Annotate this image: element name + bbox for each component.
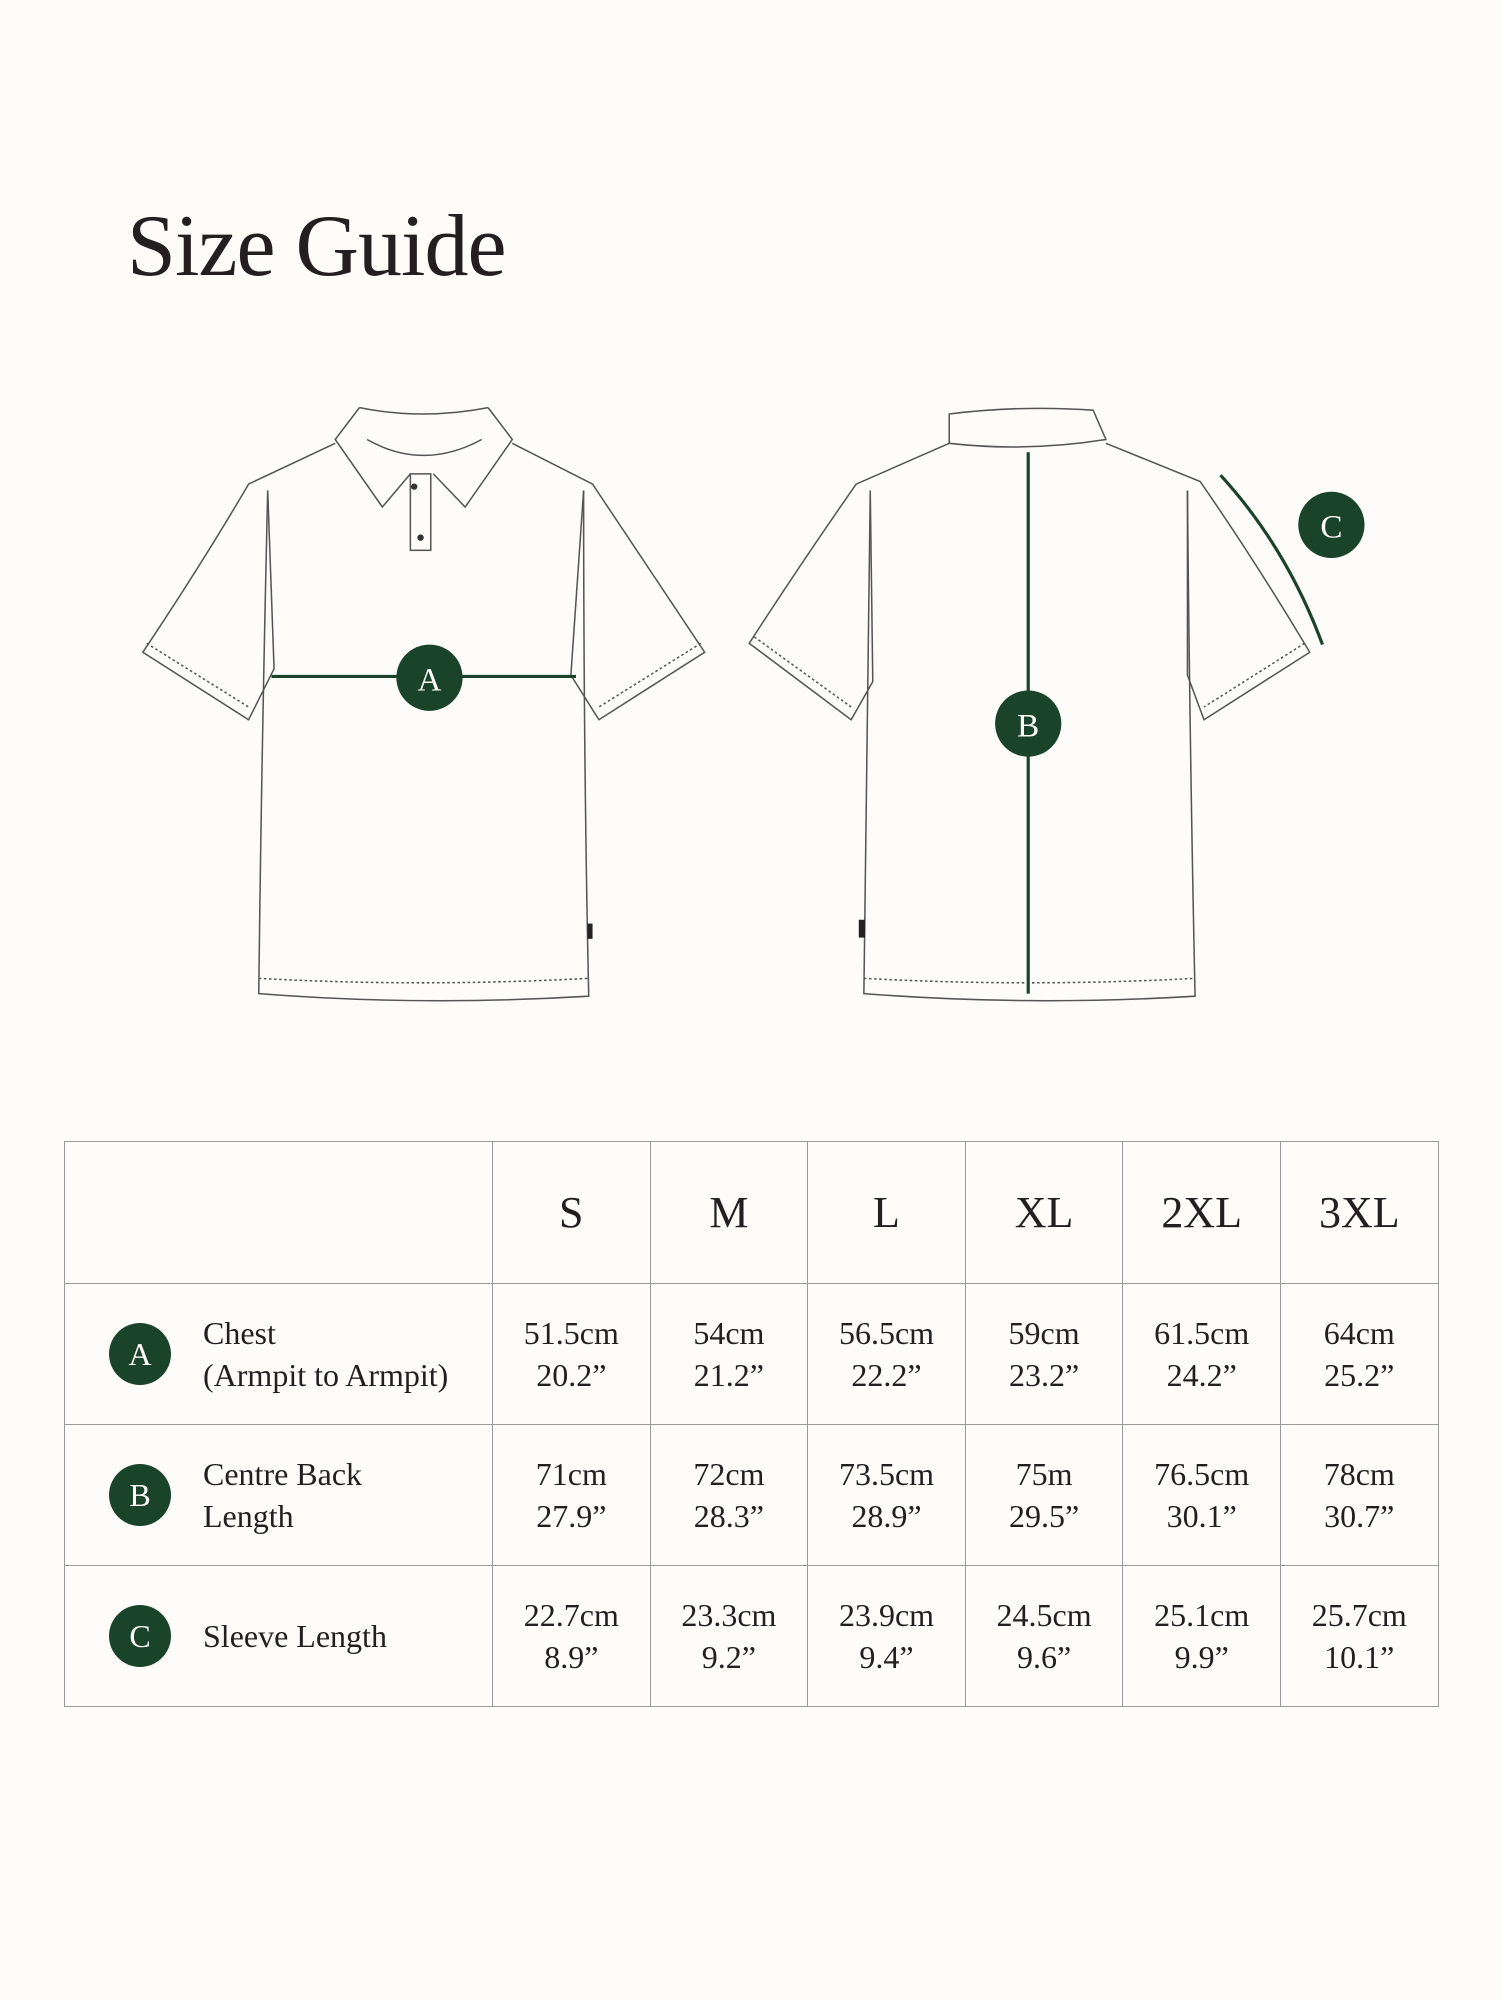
table-row: A Chest (Armpit to Armpit) 51.5cm 20.2” 54cm… (64, 1283, 1439, 1425)
value-cm: 76.5cm (1154, 1456, 1250, 1492)
measurement-cell: 51.5cm 20.2” (492, 1283, 651, 1425)
marker-badge: B (109, 1464, 171, 1526)
value-cm: 61.5cm (1154, 1315, 1250, 1351)
measurement-cell: 23.9cm 9.4” (807, 1565, 966, 1707)
value-cm: 64cm (1323, 1315, 1395, 1351)
marker-b: B (995, 690, 1062, 757)
value-cm: 56.5cm (838, 1315, 935, 1351)
back-shirt-illustration (748, 407, 1311, 1002)
value-cm: 22.7cm (523, 1597, 619, 1633)
value-cm: 71cm (535, 1456, 607, 1492)
value-cm: 59cm (1008, 1315, 1080, 1351)
size-header: 2XL (1122, 1141, 1281, 1284)
value-cm: 24.5cm (996, 1597, 1092, 1633)
size-header: XL (964, 1141, 1124, 1284)
value-cm: 25.1cm (1154, 1597, 1250, 1633)
measurement-cell: 75m 29.5” (964, 1424, 1124, 1566)
value-inches: 10.1” (1324, 1639, 1395, 1675)
size-header: L (807, 1141, 966, 1284)
value-cm: 72cm (693, 1456, 765, 1492)
label-line: Length (203, 1498, 294, 1534)
measurement-label-cell: B Centre Back Length (64, 1424, 493, 1566)
size-table: S M L XL 2XL 3XL A Chest (Armpit to Armpi… (64, 1141, 1439, 1707)
front-shirt-illustration (141, 406, 706, 1002)
measurement-cell: 78cm 30.7” (1279, 1424, 1439, 1566)
value-inches: 9.6” (1016, 1639, 1072, 1675)
measurement-cell: 64cm 25.2” (1279, 1283, 1439, 1425)
size-header: M (649, 1141, 809, 1284)
measurement-cell: 59cm 23.2” (964, 1283, 1124, 1425)
svg-text:C: C (1320, 509, 1342, 546)
value-inches: 30.7” (1324, 1498, 1395, 1534)
marker-badge: C (109, 1605, 171, 1667)
marker-badge: A (109, 1323, 171, 1385)
value-inches: 22.2” (851, 1357, 922, 1393)
page-title: Size Guide (127, 198, 507, 295)
value-inches: 24.2” (1166, 1357, 1237, 1393)
value-inches: 28.3” (693, 1498, 764, 1534)
value-cm: 54cm (693, 1315, 765, 1351)
value-cm: 73.5cm (838, 1456, 935, 1492)
table-row: B Centre Back Length 71cm 27.9” 72cm 28.3” 73.… (64, 1424, 1439, 1566)
value-inches: 9.4” (859, 1639, 914, 1675)
measurement-label: Chest (Armpit to Armpit) (203, 1312, 448, 1396)
measurement-cell: 71cm 27.9” (492, 1424, 651, 1566)
measurement-cell: 25.1cm 9.9” (1122, 1565, 1281, 1707)
measure-line-c (1219, 474, 1324, 646)
label-line: (Armpit to Armpit) (203, 1357, 449, 1393)
svg-text:B: B (1017, 707, 1039, 744)
value-inches: 27.9” (536, 1498, 607, 1534)
measurement-cell: 73.5cm 28.9” (807, 1424, 966, 1566)
size-header: S (492, 1141, 651, 1284)
measurement-cell: 25.7cm 10.1” (1279, 1565, 1439, 1707)
label-line: Chest (203, 1315, 276, 1351)
measurement-label: Centre Back Length (203, 1453, 362, 1537)
value-inches: 23.2” (1008, 1357, 1080, 1393)
measurement-cell: 54cm 21.2” (649, 1283, 809, 1425)
value-cm: 25.7cm (1311, 1597, 1407, 1633)
svg-text:A: A (418, 661, 442, 698)
value-inches: 30.1” (1166, 1498, 1237, 1534)
value-inches: 25.2” (1324, 1357, 1395, 1393)
label-line: Sleeve Length (203, 1618, 387, 1654)
measurement-cell: 24.5cm 9.6” (964, 1565, 1124, 1707)
value-inches: 9.2” (701, 1639, 756, 1675)
measurement-cell: 76.5cm 30.1” (1122, 1424, 1281, 1566)
value-cm: 23.3cm (681, 1597, 777, 1633)
value-inches: 29.5” (1008, 1498, 1080, 1534)
label-line: Centre Back (203, 1456, 363, 1492)
measurement-cell: 23.3cm 9.2” (649, 1565, 809, 1707)
value-cm: 23.9cm (838, 1597, 935, 1633)
value-inches: 9.9” (1174, 1639, 1229, 1675)
value-inches: 21.2” (693, 1357, 764, 1393)
size-header-row: S M L XL 2XL 3XL (64, 1141, 1439, 1284)
table-row: C Sleeve Length 22.7cm 8.9” 23.3cm 9.2” 23.9c… (64, 1565, 1439, 1707)
value-inches: 20.2” (536, 1357, 607, 1393)
measurement-label-cell: A Chest (Armpit to Armpit) (64, 1283, 493, 1425)
value-cm: 51.5cm (523, 1315, 619, 1351)
value-inches: 28.9” (851, 1498, 922, 1534)
measurement-cell: 72cm 28.3” (649, 1424, 809, 1566)
measurement-cell: 22.7cm 8.9” (492, 1565, 651, 1707)
empty-header-cell (64, 1141, 493, 1284)
value-cm: 75m (1015, 1456, 1073, 1492)
value-cm: 78cm (1323, 1456, 1395, 1492)
measurement-cell: 56.5cm 22.2” (807, 1283, 966, 1425)
measurement-label-cell: C Sleeve Length (64, 1565, 493, 1707)
marker-a: A (396, 644, 463, 711)
measurement-cell: 61.5cm 24.2” (1122, 1283, 1281, 1425)
measurement-label: Sleeve Length (203, 1615, 387, 1657)
marker-c: C (1298, 491, 1365, 558)
value-inches: 8.9” (544, 1639, 599, 1675)
size-header: 3XL (1279, 1141, 1439, 1284)
